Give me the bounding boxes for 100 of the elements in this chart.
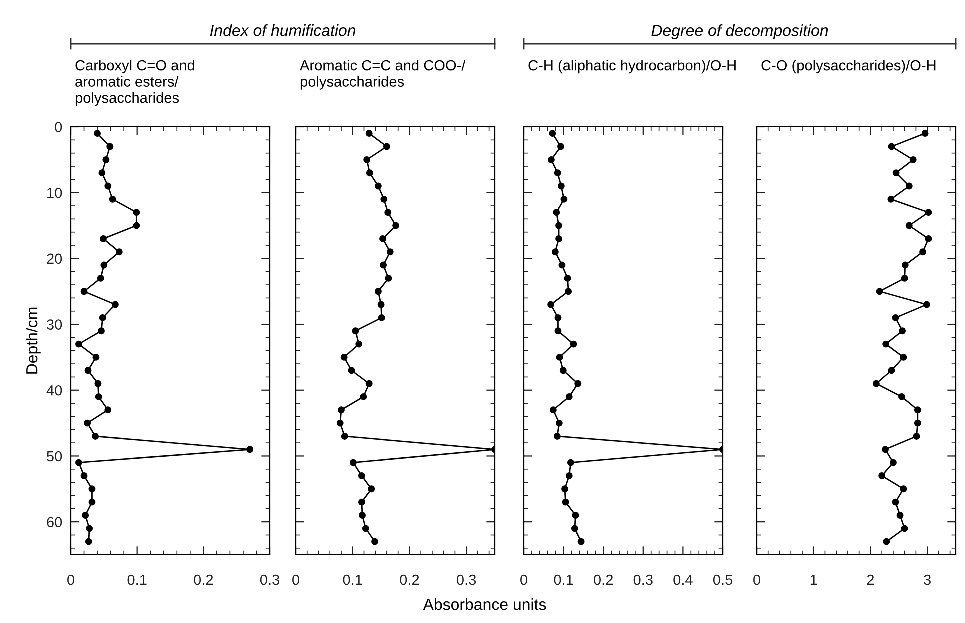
point <box>556 222 562 230</box>
x-tick-label: 0 <box>520 574 528 586</box>
point <box>567 459 574 466</box>
y-tick-label: 60 <box>47 517 62 528</box>
point <box>900 486 908 493</box>
point <box>565 288 572 296</box>
point <box>384 209 392 216</box>
point <box>554 433 561 440</box>
x-tick-label: 0.2 <box>194 574 214 586</box>
point <box>878 472 886 480</box>
point <box>359 512 366 519</box>
y-tick-label: 50 <box>47 451 62 462</box>
point <box>922 130 929 138</box>
point <box>380 196 388 203</box>
point <box>578 538 585 546</box>
x-tick-label: 0.5 <box>713 574 733 586</box>
point <box>558 143 564 150</box>
point <box>564 274 572 282</box>
x-tick-label: 3 <box>924 574 931 586</box>
point <box>882 446 889 454</box>
point <box>380 262 388 269</box>
point <box>890 459 897 466</box>
point <box>876 288 884 296</box>
x-tick-label: 0.2 <box>400 574 420 586</box>
x-tick-label: 0.1 <box>554 574 574 586</box>
point <box>385 274 392 282</box>
point <box>550 406 557 414</box>
point <box>924 301 930 308</box>
text: Index of humification <box>210 24 356 36</box>
point <box>925 235 932 242</box>
point <box>384 143 390 150</box>
point <box>366 170 374 177</box>
point <box>566 472 573 480</box>
y-tick-label: 10 <box>48 188 62 198</box>
point <box>882 340 890 348</box>
point <box>554 328 562 335</box>
point <box>883 538 890 546</box>
text: Degree of decomposition <box>652 24 828 40</box>
point <box>553 209 560 216</box>
point <box>554 170 562 177</box>
point <box>888 143 896 150</box>
point <box>556 235 562 242</box>
x-tick-label: 0.4 <box>674 574 693 586</box>
x-tick-label: 0 <box>292 574 300 586</box>
point <box>914 406 922 414</box>
y-tick-label: 40 <box>46 385 62 396</box>
y-tick-label: 20 <box>47 254 62 264</box>
point <box>336 420 344 427</box>
x-tick-label: 0.3 <box>457 574 476 586</box>
point <box>556 354 564 361</box>
point <box>872 380 880 388</box>
point <box>892 498 900 506</box>
point <box>358 498 366 506</box>
point <box>366 380 373 388</box>
x-tick-label: 2 <box>867 574 874 586</box>
point <box>360 393 368 400</box>
point <box>892 170 900 177</box>
point <box>571 525 578 532</box>
point <box>574 380 582 388</box>
point <box>560 367 567 374</box>
point <box>386 248 394 256</box>
point <box>548 156 555 164</box>
point <box>380 235 386 242</box>
point <box>558 182 565 190</box>
point <box>378 314 386 322</box>
point <box>340 354 348 361</box>
x-tick-label: 0.1 <box>128 574 147 586</box>
point <box>914 420 922 427</box>
point <box>368 486 376 493</box>
chart-title: C-H (aliphatic hydrocarbon)/O-H <box>528 60 736 74</box>
x-tick-label: 0.3 <box>634 574 653 586</box>
point <box>892 314 900 322</box>
point <box>372 538 379 546</box>
point <box>362 525 370 532</box>
point <box>901 525 908 532</box>
y-tick-label: 30 <box>47 320 62 330</box>
point <box>920 248 926 256</box>
x-tick-label: 0 <box>754 574 760 586</box>
x-tick-label: 1 <box>810 574 818 586</box>
x-tick-label: 0.2 <box>594 574 614 586</box>
point <box>899 328 906 335</box>
point <box>898 393 906 400</box>
point <box>888 367 896 374</box>
point <box>560 196 568 203</box>
point <box>350 459 357 466</box>
point <box>356 340 363 348</box>
point <box>364 156 371 164</box>
point <box>558 262 566 269</box>
chart-title: Carboxyl C=O and aromatic esters/ polysaccharides <box>76 60 194 106</box>
point <box>338 406 345 414</box>
point <box>906 182 913 190</box>
point <box>549 130 556 138</box>
point <box>566 393 573 400</box>
point <box>552 248 559 256</box>
x-tick-label: 0.3 <box>260 574 280 586</box>
point <box>900 354 908 361</box>
point <box>392 222 400 230</box>
chart-title: C-O (polysaccharides)/O-H <box>762 60 936 74</box>
point <box>348 367 356 374</box>
point <box>925 209 932 216</box>
